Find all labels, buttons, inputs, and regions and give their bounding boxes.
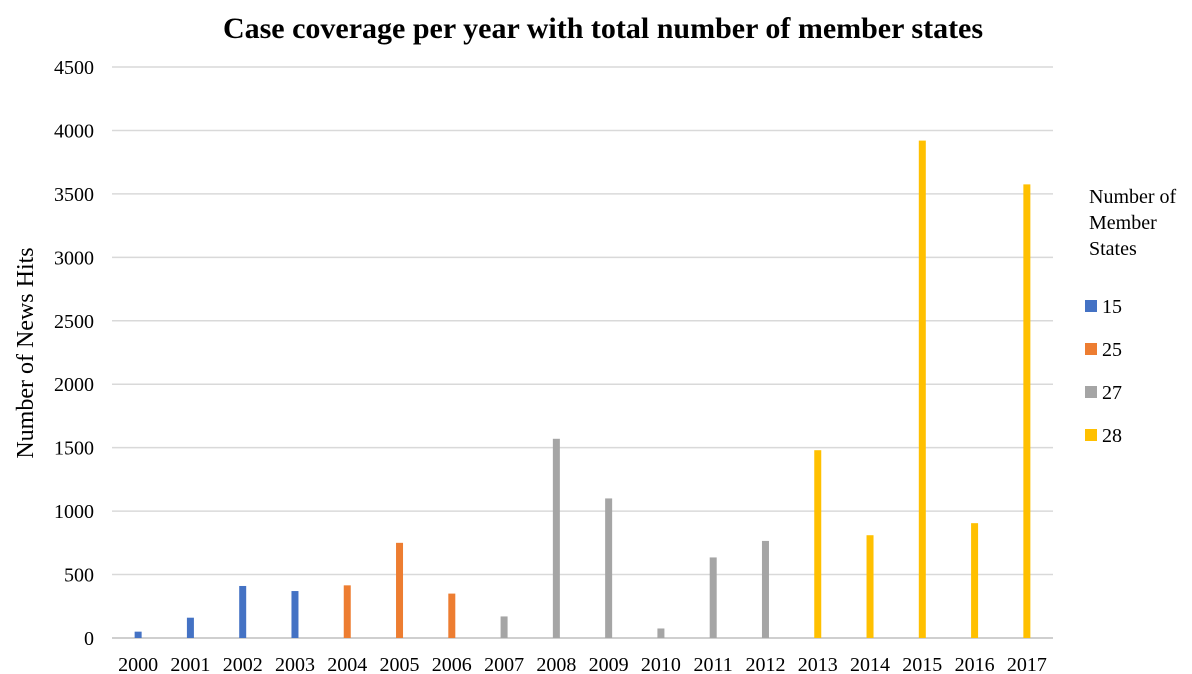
- x-tick-label: 2012: [745, 654, 785, 674]
- y-tick-label: 4000: [54, 120, 94, 142]
- y-tick-label: 500: [64, 565, 94, 587]
- bar-2011: [709, 557, 717, 638]
- legend-label: 27: [1102, 382, 1122, 404]
- x-tick-label: 2007: [484, 654, 524, 674]
- x-tick-label: 2008: [536, 654, 576, 674]
- y-tick-label: 0: [84, 628, 94, 650]
- bar-2013: [814, 450, 822, 638]
- bar-2008: [552, 438, 560, 638]
- x-tick-label: 2000: [118, 654, 158, 674]
- y-tick-label: 1500: [54, 438, 94, 460]
- x-tick-label: 2006: [432, 654, 472, 674]
- bar-2001: [186, 617, 194, 638]
- bar-2002: [239, 585, 247, 638]
- bar-2004: [343, 585, 351, 638]
- x-tick-labels: 2000 2001 2002 2003 2004 2005 2006 2007 2008 2009…: [118, 654, 1047, 674]
- x-tick-label: 2011: [694, 654, 733, 674]
- legend-swatch: [1085, 343, 1097, 355]
- bar-2016: [971, 523, 979, 638]
- legend-title-line: Member: [1089, 212, 1157, 234]
- x-tick-label: 2001: [170, 654, 210, 674]
- x-tick-label: 2013: [798, 654, 838, 674]
- bar-2015: [918, 140, 926, 638]
- legend-swatch: [1085, 300, 1097, 312]
- y-tick-labels: 0 500 1000 1500 2000 2500 3000 3500 4000 4500: [54, 57, 94, 650]
- bar-2000: [134, 631, 142, 638]
- legend: Number of Member States 15 25 27 28: [1085, 186, 1177, 447]
- x-tick-label: 2017: [1007, 654, 1047, 674]
- bar-2017: [1023, 184, 1031, 638]
- legend-swatch: [1085, 386, 1097, 398]
- legend-swatch: [1085, 429, 1097, 441]
- bar-2010: [657, 628, 665, 638]
- legend-label: 15: [1102, 296, 1122, 318]
- legend-label: 25: [1102, 339, 1122, 361]
- y-tick-label: 4500: [54, 57, 94, 79]
- gridlines: [112, 66, 1053, 639]
- y-tick-label: 3000: [54, 247, 94, 269]
- x-tick-label: 2003: [275, 654, 315, 674]
- bar-2005: [396, 542, 404, 638]
- bar-2012: [761, 540, 769, 638]
- y-tick-label: 2000: [54, 374, 94, 396]
- legend-label: 28: [1102, 425, 1122, 447]
- x-tick-label: 2005: [380, 654, 420, 674]
- x-tick-label: 2002: [223, 654, 263, 674]
- bar-2014: [866, 535, 874, 638]
- bars: [134, 140, 1031, 638]
- x-tick-label: 2009: [589, 654, 629, 674]
- bar-2009: [605, 498, 613, 638]
- y-tick-label: 1000: [54, 501, 94, 523]
- bar-2006: [448, 593, 456, 638]
- legend-title-line: States: [1089, 238, 1137, 260]
- y-tick-label: 3500: [54, 184, 94, 206]
- x-tick-label: 2014: [850, 654, 890, 674]
- legend-title-line: Number of: [1089, 186, 1177, 208]
- bar-2007: [500, 616, 508, 638]
- x-tick-label: 2016: [955, 654, 995, 674]
- y-tick-label: 2500: [54, 311, 94, 333]
- x-tick-label: 2004: [327, 654, 367, 674]
- x-tick-label: 2015: [902, 654, 942, 674]
- x-tick-label: 2010: [641, 654, 681, 674]
- chart-title: Case coverage per year with total number…: [223, 12, 983, 45]
- y-axis-label: Number of News Hits: [13, 247, 39, 458]
- bar-2003: [291, 591, 299, 638]
